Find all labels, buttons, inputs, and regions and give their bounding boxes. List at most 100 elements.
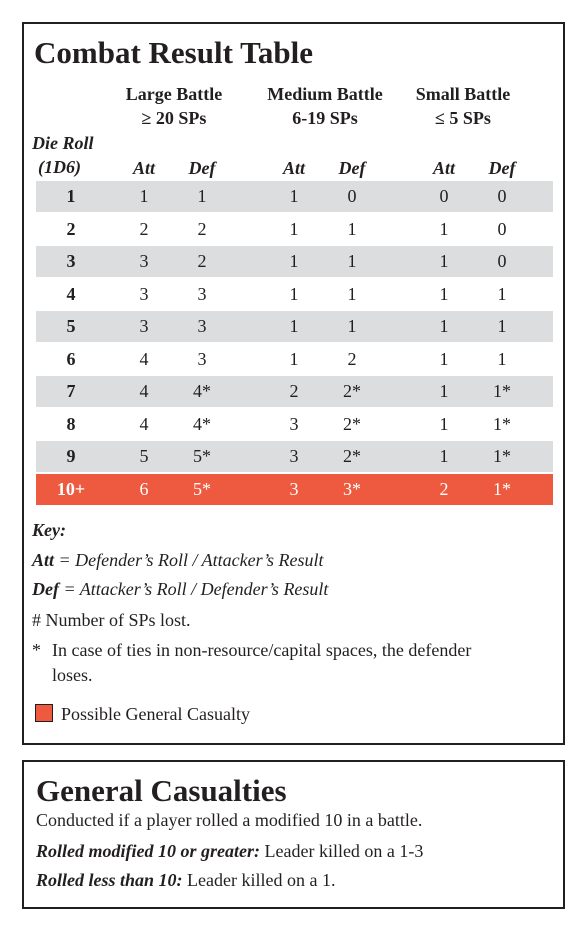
small-def-value: 1 — [497, 283, 507, 304]
header-small-battle: Small Battle ≤ 5 SPs — [408, 82, 518, 130]
key-star-note: * In case of ties in non-resource/capita… — [32, 638, 550, 688]
small-att-value: 1 — [439, 413, 449, 434]
general-casualties-box: General Casualties Conducted if a player… — [22, 760, 565, 909]
die-roll-value: 6 — [66, 348, 76, 369]
high-roll-lead: Rolled modified 10 or greater: — [36, 841, 260, 861]
table-row: 7 4 4* 2 2* 1 1* — [36, 376, 553, 407]
table-body: 1 1 1 1 0 0 0 2 2 2 1 1 1 0 3 3 2 1 1 1 … — [36, 181, 553, 506]
small-def-value: 0 — [497, 218, 507, 239]
medium-def-value: 2* — [343, 413, 361, 434]
high-roll-text: Leader killed on a 1-3 — [259, 841, 424, 861]
medium-def-value: 1 — [347, 218, 357, 239]
medium-att-value: 1 — [289, 218, 299, 239]
asterisk-mark: * — [32, 640, 41, 660]
die-roll-dice: (1D6) — [38, 157, 81, 177]
col-def-medium: Def — [338, 158, 366, 178]
general-casualties-low-roll: Rolled less than 10: Leader killed on a … — [36, 868, 335, 892]
key-star-text-line1: In case of ties in non-resource/capital … — [52, 640, 472, 660]
general-casualties-rule: Conducted if a player rolled a modified … — [36, 810, 423, 830]
key-def-definition: Def = Attacker’s Roll / Defender’s Resul… — [32, 577, 328, 601]
medium-def-value: 3* — [343, 478, 361, 499]
table-row: 8 4 4* 3 2* 1 1* — [36, 409, 553, 440]
header-large-label: Large Battle — [125, 84, 223, 104]
small-att-value: 1 — [439, 283, 449, 304]
table-row: 4 3 3 1 1 1 1 — [36, 279, 553, 310]
die-roll-label: Die Roll — [32, 133, 94, 153]
key-att-definition: Att = Defender’s Roll / Attacker’s Resul… — [32, 548, 323, 572]
low-roll-lead: Rolled less than 10: — [36, 870, 183, 890]
header-large-battle: Large Battle ≥ 20 SPs — [114, 82, 234, 130]
table-row-casualty: 10+ 6 5* 3 3* 2 1* — [36, 473, 553, 505]
small-def-value: 1* — [493, 413, 511, 434]
large-def-value: 3 — [197, 316, 207, 336]
medium-def-value: 1 — [347, 283, 357, 304]
small-att-value: 0 — [439, 186, 449, 206]
table-row: 2 2 2 1 1 1 0 — [36, 214, 553, 245]
table-row: 6 4 3 1 2 1 1 — [36, 344, 553, 375]
large-def-value: 4* — [193, 381, 211, 401]
header-small-label: Small Battle — [415, 84, 511, 104]
col-att-small: Att — [432, 158, 455, 178]
header-medium-sps: 6-19 SPs — [292, 108, 358, 128]
combat-result-table: Combat Result Table Large Battle ≥ 20 SP… — [22, 22, 565, 745]
die-roll-value: 9 — [66, 446, 76, 466]
large-def-value: 2 — [197, 218, 207, 239]
medium-att-value: 3 — [289, 478, 299, 499]
medium-att-value: 1 — [289, 316, 299, 336]
small-att-value: 1 — [439, 446, 449, 466]
die-roll-value: 4 — [66, 283, 76, 304]
table-row: 1 1 1 1 0 0 0 — [36, 181, 553, 212]
medium-att-value: 2 — [289, 381, 299, 401]
small-def-value: 1 — [497, 348, 507, 369]
large-att-value: 6 — [139, 478, 149, 499]
die-roll-value: 3 — [66, 251, 76, 271]
col-att-large: Att — [132, 158, 155, 178]
large-def-value: 2 — [197, 251, 207, 271]
large-att-value: 5 — [139, 446, 149, 466]
large-def-value: 3 — [197, 348, 207, 369]
medium-def-value: 1 — [347, 251, 357, 271]
small-att-value: 1 — [439, 316, 449, 336]
key-title: Key: — [32, 520, 66, 540]
die-roll-value: 10+ — [56, 478, 86, 499]
small-def-value: 1* — [493, 381, 511, 401]
medium-att-value: 3 — [289, 446, 299, 466]
table-title: Combat Result Table — [34, 35, 314, 70]
small-def-value: 1 — [497, 316, 507, 336]
small-att-value: 2 — [439, 478, 449, 499]
large-att-value: 3 — [139, 251, 149, 271]
header-medium-battle: Medium Battle 6-19 SPs — [250, 82, 400, 130]
small-def-value: 0 — [497, 186, 507, 206]
large-def-value: 5* — [193, 446, 211, 466]
medium-def-value: 2* — [343, 446, 361, 466]
die-roll-value: 1 — [66, 186, 76, 206]
medium-def-value: 2 — [347, 348, 357, 369]
large-att-value: 4 — [139, 381, 149, 401]
key-hash-note: # Number of SPs lost. — [32, 610, 191, 630]
small-att-value: 1 — [439, 251, 449, 271]
col-att-medium: Att — [282, 158, 305, 178]
large-def-value: 1 — [197, 186, 207, 206]
small-att-value: 1 — [439, 381, 449, 401]
general-casualties-high-roll: Rolled modified 10 or greater: Leader ki… — [36, 839, 423, 863]
large-def-value: 5* — [193, 478, 211, 499]
small-def-value: 0 — [497, 251, 507, 271]
medium-def-value: 0 — [347, 186, 357, 206]
key-def-text: = Attacker’s Roll / Defender’s Result — [58, 579, 329, 599]
large-att-value: 1 — [139, 186, 149, 206]
medium-att-value: 1 — [289, 283, 299, 304]
small-att-value: 1 — [439, 348, 449, 369]
key-att-text: = Defender’s Roll / Attacker’s Result — [54, 550, 324, 570]
die-roll-value: 8 — [66, 413, 76, 434]
large-att-value: 4 — [139, 348, 149, 369]
col-def-large: Def — [188, 158, 216, 178]
low-roll-text: Leader killed on a 1. — [182, 870, 336, 890]
key-def-term: Def — [32, 579, 59, 599]
key-star-text-line2: loses. — [52, 665, 93, 685]
key-legend-label: Possible General Casualty — [61, 704, 250, 724]
small-att-value: 1 — [439, 218, 449, 239]
medium-def-value: 2* — [343, 381, 361, 401]
large-att-value: 3 — [139, 283, 149, 304]
small-def-value: 1* — [493, 446, 511, 466]
general-casualties-title: General Casualties — [36, 773, 287, 808]
